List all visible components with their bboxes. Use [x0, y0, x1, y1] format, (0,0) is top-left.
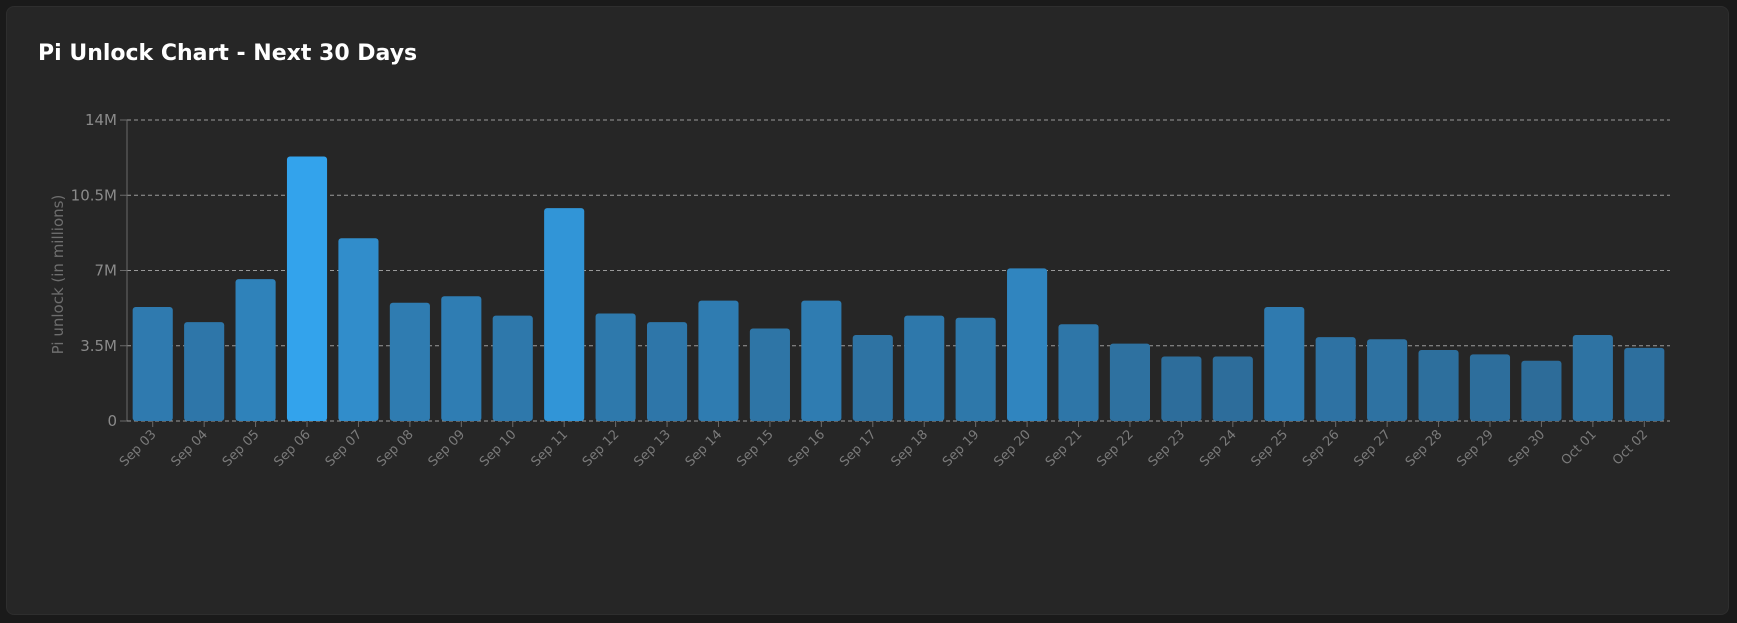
bar-sep-19[interactable]: [955, 317, 996, 421]
x-tick-label: Sep 27: [1351, 427, 1394, 470]
bar-sep-18[interactable]: [904, 315, 945, 421]
x-tick-label: Sep 11: [528, 427, 571, 470]
x-tick-label: Sep 04: [168, 427, 211, 470]
x-tick-label: Sep 23: [1146, 427, 1189, 470]
x-tick-label: Sep 08: [374, 427, 417, 470]
x-tick-label: Sep 19: [940, 427, 983, 470]
bar-sep-04[interactable]: [184, 322, 225, 421]
x-tick-label: Sep 29: [1454, 427, 1497, 470]
x-tick-label: Sep 12: [580, 427, 623, 470]
y-tick-label: 10.5M: [71, 186, 117, 204]
x-tick-label: Sep 25: [1249, 427, 1292, 470]
x-tick-label: Sep 30: [1506, 427, 1549, 470]
y-tick-label: 14M: [85, 111, 117, 129]
bar-sep-10[interactable]: [492, 315, 533, 421]
chart-title: Pi Unlock Chart - Next 30 Days: [38, 41, 418, 66]
x-tick-label: Sep 06: [271, 427, 314, 470]
x-tick-label: Sep 16: [786, 427, 829, 470]
x-tick-label: Sep 26: [1300, 427, 1343, 470]
bar-sep-16[interactable]: [801, 300, 842, 421]
x-tick-label: Sep 10: [477, 427, 520, 470]
bar-oct-02[interactable]: [1624, 347, 1665, 421]
bar-sep-17[interactable]: [852, 335, 893, 421]
x-tick-label: Sep 14: [683, 427, 726, 470]
x-tick-label: Sep 18: [888, 427, 931, 470]
bar-sep-26[interactable]: [1315, 337, 1356, 421]
bar-sep-05[interactable]: [235, 279, 276, 421]
x-tick-label: Sep 20: [991, 427, 1034, 470]
bar-sep-22[interactable]: [1109, 343, 1151, 421]
bar-sep-11[interactable]: [544, 208, 585, 421]
x-tick-label: Sep 28: [1403, 427, 1446, 470]
x-tick-label: Sep 21: [1043, 427, 1086, 470]
x-tick-label: Sep 05: [220, 427, 263, 470]
bar-sep-14[interactable]: [698, 300, 739, 421]
bar-sep-13[interactable]: [646, 322, 688, 421]
bar-sep-15[interactable]: [749, 328, 790, 421]
x-tick-label: Sep 17: [837, 427, 880, 470]
bar-sep-08[interactable]: [389, 302, 430, 421]
grid-lines: [127, 119, 1670, 347]
y-tick-label: 3.5M: [80, 337, 117, 355]
bar-sep-03[interactable]: [132, 307, 173, 421]
x-tick-label: Oct 02: [1610, 427, 1651, 468]
x-tick-label: Oct 01: [1559, 427, 1600, 468]
bar-sep-25[interactable]: [1264, 307, 1305, 421]
y-tick-label: 0: [107, 412, 117, 430]
y-tick-label: 7M: [95, 262, 118, 280]
bar-sep-23[interactable]: [1161, 356, 1202, 422]
bar-sep-29[interactable]: [1469, 354, 1511, 421]
x-tick-label: Sep 09: [426, 427, 469, 470]
bar-sep-06[interactable]: [286, 156, 328, 422]
bar-oct-01[interactable]: [1572, 335, 1613, 421]
x-tick-label: Sep 03: [117, 427, 160, 470]
bar-sep-20[interactable]: [1007, 268, 1048, 421]
x-tick-label: Sep 15: [734, 427, 777, 470]
bar-sep-28[interactable]: [1418, 350, 1459, 421]
bar-sep-24[interactable]: [1212, 356, 1253, 422]
x-tick-label: Sep 13: [631, 427, 674, 470]
y-axis-title: Pi unlock (in millions): [49, 195, 67, 355]
x-tick-label: Sep 24: [1197, 427, 1240, 470]
x-tick-label: Sep 22: [1094, 427, 1137, 470]
bar-sep-21[interactable]: [1058, 324, 1099, 421]
x-tick-label: Sep 07: [323, 427, 366, 470]
bar-sep-12[interactable]: [595, 313, 636, 422]
bar-sep-07[interactable]: [338, 238, 379, 421]
bar-sep-09[interactable]: [441, 296, 482, 421]
axes: [120, 119, 1670, 427]
bar-sep-27[interactable]: [1367, 339, 1408, 421]
bars: [132, 156, 1665, 422]
bar-sep-30[interactable]: [1521, 360, 1562, 421]
